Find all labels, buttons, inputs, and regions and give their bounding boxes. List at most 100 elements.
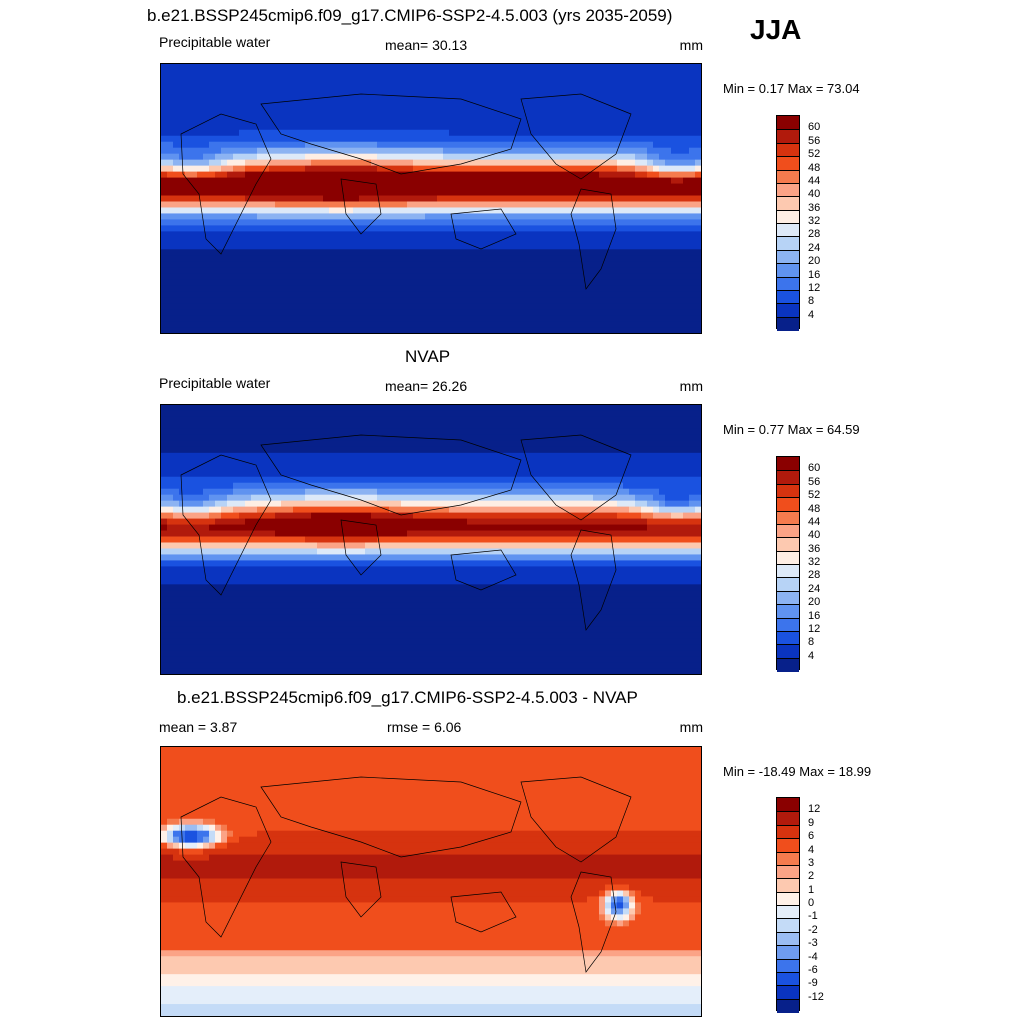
panel-1-mean-label: mean= 30.13 [385,37,468,53]
colorbar-swatch [777,470,799,485]
colorbar-tick-label: 12 [808,803,821,816]
colorbar-swatch [777,604,799,619]
panel-2-map-field [161,405,701,674]
colorbar-swatch [777,316,799,331]
coastline [180,113,272,255]
panel-3-colorbar [776,797,800,1013]
colorbar-tick-label: -1 [808,910,818,923]
colorbar-swatch [777,564,799,579]
panel-2-mean-label: mean= 26.26 [385,378,468,394]
panel-2-colorbar [776,456,800,672]
colorbar-swatch [777,838,799,853]
colorbar-swatch [777,985,799,1000]
colorbar-swatch [777,263,799,278]
coastline [450,891,517,933]
colorbar-tick-label: -12 [808,990,824,1003]
colorbar-tick-label: 28 [808,228,821,241]
coastline [260,776,522,858]
colorbar-tick-label: 4 [808,649,815,662]
colorbar-swatch [777,958,799,973]
panel-2-minmax: Min = 0.77 Max = 64.59 [723,422,860,437]
colorbar-tick-label: 56 [808,134,821,147]
colorbar-swatch [777,864,799,880]
colorbar-tick-label: 12 [808,622,821,635]
colorbar-swatch [777,630,799,646]
coastline [450,208,517,250]
panel-1-title: b.e21.BSSP245cmip6.f09_g17.CMIP6-SSP2-4.… [147,6,673,25]
coastline [260,434,522,516]
panel-3-map [160,746,702,1017]
panel-1-units: mm [679,37,703,53]
colorbar-tick-label: 32 [808,556,821,568]
colorbar-tick-label: -4 [808,950,818,963]
colorbar-tick-label: -6 [808,963,818,976]
panel-1-map [160,63,702,334]
colorbar-swatch [777,945,799,960]
panel-1-minmax: Min = 0.17 Max = 73.04 [723,81,860,96]
colorbar-tick-label: 40 [808,529,821,542]
colorbar-swatch [777,156,799,171]
season-label: JJA [750,14,802,45]
colorbar-swatch [777,537,799,552]
colorbar-swatch [777,289,799,305]
colorbar-swatch [777,116,799,131]
colorbar-tick-label: 1 [808,883,815,896]
coastline [180,454,272,596]
colorbar-swatch [777,129,799,144]
colorbar-tick-label: -9 [808,977,818,990]
colorbar-tick-label: 12 [808,281,821,294]
coastline [520,776,632,863]
coastline [520,93,632,180]
colorbar-tick-label: 16 [808,268,821,281]
colorbar-swatch [777,918,799,933]
colorbar-tick-label: 16 [808,609,821,622]
colorbar-tick-label: 48 [808,161,821,174]
colorbar-tick-label: 24 [808,241,821,254]
colorbar-swatch [777,811,799,826]
panel-1-colorbar [776,115,800,331]
colorbar-tick-label: 3 [808,856,815,869]
colorbar-swatch [777,577,799,592]
panel-3-map-field [161,747,701,1016]
colorbar-swatch [777,169,799,184]
coastline [570,871,617,973]
colorbar-swatch [777,657,799,672]
panel-3-mean-label: mean = 3.87 [159,719,238,735]
colorbar-tick-label: 40 [808,188,821,201]
panel-2-left-label: Precipitable water [159,375,271,391]
colorbar-tick-label: 44 [808,174,821,187]
colorbar-swatch [777,223,799,238]
colorbar-swatch [777,971,799,987]
colorbar-swatch [777,276,799,291]
colorbar-swatch [777,196,799,211]
colorbar-swatch [777,497,799,512]
colorbar-tick-label: 60 [808,121,821,134]
colorbar-tick-label: 20 [808,596,821,609]
colorbar-swatch [777,249,799,265]
colorbar-swatch [777,931,799,947]
coastline [340,861,382,918]
coastline [570,529,617,631]
colorbar-swatch [777,824,799,840]
panel-3-title: b.e21.BSSP245cmip6.f09_g17.CMIP6-SSP2-4.… [177,688,638,707]
panel-2-title: NVAP [405,347,451,366]
colorbar-swatch [777,457,799,472]
colorbar-tick-label: 20 [808,255,821,268]
colorbar-tick-label: 2 [808,870,815,883]
colorbar-swatch [777,303,799,318]
panel-2-map [160,404,702,675]
panel-2-units: mm [679,378,703,394]
colorbar-tick-label: 6 [808,830,815,843]
colorbar-tick-label: 36 [808,542,821,555]
colorbar-tick-label: 24 [808,582,821,595]
colorbar-tick-label: 8 [808,636,815,649]
colorbar-tick-label: 48 [808,502,821,515]
colorbar-swatch [777,617,799,632]
colorbar-swatch [777,798,799,813]
panel-3-units: mm [679,719,703,735]
coastline [260,93,522,175]
colorbar-tick-label: 32 [808,215,821,227]
colorbar-tick-label: 44 [808,515,821,528]
panel-3-minmax: Min = -18.49 Max = 18.99 [723,764,872,779]
colorbar-swatch [777,644,799,659]
